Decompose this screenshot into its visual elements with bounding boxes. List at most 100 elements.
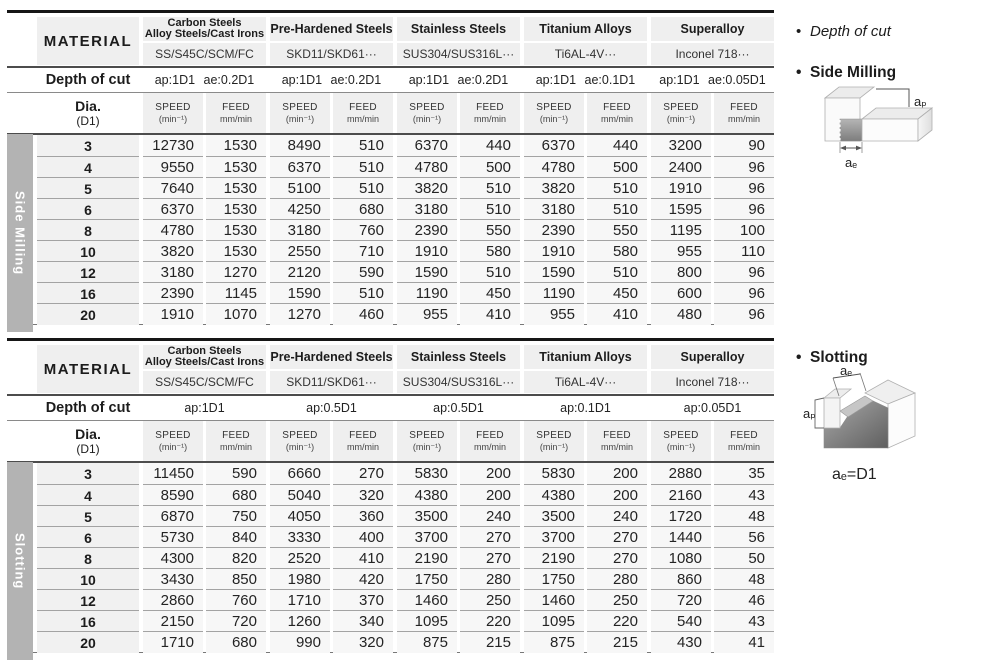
speed-value-cell: 1910 bbox=[143, 303, 203, 325]
feed-value-cell: 250 bbox=[460, 589, 520, 611]
speed-label: SPEED bbox=[155, 101, 191, 113]
speed-value-cell: 1590 bbox=[397, 261, 457, 283]
speed-value-cell: 3330 bbox=[270, 526, 330, 548]
speed-label: SPEED bbox=[409, 429, 445, 441]
feed-value-cell: 1530 bbox=[206, 135, 266, 156]
speed-value-cell: 8490 bbox=[270, 135, 330, 156]
feed-value-cell: 410 bbox=[333, 547, 393, 569]
dia-cell: 20 bbox=[37, 631, 139, 653]
speed-value-cell: 6870 bbox=[143, 505, 203, 527]
feed-value-cell: 510 bbox=[460, 198, 520, 220]
table-row: 4 8590 680 5040 320 4380 200 4380 200 2160 43 bbox=[37, 484, 774, 506]
depth-of-cut-label: Depth of cut bbox=[45, 72, 131, 88]
feed-value-cell: 590 bbox=[206, 463, 266, 484]
speed-value-cell: 6370 bbox=[143, 198, 203, 220]
speed-value-cell: 480 bbox=[651, 303, 711, 325]
speed-unit-label: (min⁻¹) bbox=[285, 441, 315, 452]
feed-value-cell: 340 bbox=[333, 610, 393, 632]
dia-cell: 8 bbox=[37, 219, 139, 241]
feed-value-cell: 43 bbox=[714, 610, 774, 632]
dia-cell: 5 bbox=[37, 177, 139, 199]
depth-row: Depth of cut ap:1D1 ap:0.5D1 ap:0.5D1 ap:0.… bbox=[37, 396, 774, 420]
feed-value-cell: 215 bbox=[587, 631, 647, 653]
material-grade-cell: SS/S45C/SCM/FC bbox=[143, 371, 266, 393]
speed-value-cell: 12730 bbox=[143, 135, 203, 156]
speed-value-cell: 2400 bbox=[651, 156, 711, 178]
cutting-conditions-table-side-milling: MATERIAL Carbon Steels Alloy Steels/Cast … bbox=[7, 10, 774, 332]
speed-value-cell: 1710 bbox=[143, 631, 203, 653]
speed-value-cell: 2390 bbox=[143, 282, 203, 304]
material-name-cell: Stainless Steels bbox=[397, 345, 520, 369]
dia-label: Dia. bbox=[75, 98, 101, 114]
speed-value-cell: 11450 bbox=[143, 463, 203, 484]
speed-value-cell: 1460 bbox=[524, 589, 584, 611]
dia-cell: 3 bbox=[37, 135, 139, 156]
feed-label: FEED bbox=[603, 429, 631, 441]
dia-cell: 10 bbox=[37, 240, 139, 262]
speed-value-cell: 5830 bbox=[524, 463, 584, 484]
feed-value-cell: 680 bbox=[333, 198, 393, 220]
speed-value-cell: 1190 bbox=[524, 282, 584, 304]
feed-value-cell: 360 bbox=[333, 505, 393, 527]
speed-value-cell: 4780 bbox=[397, 156, 457, 178]
speed-value-cell: 2520 bbox=[270, 547, 330, 569]
material-name-cell: Superalloy bbox=[651, 345, 774, 369]
speed-value-cell: 1095 bbox=[397, 610, 457, 632]
feed-value-cell: 750 bbox=[206, 505, 266, 527]
table-row: 3 11450 590 6660 270 5830 200 5830 200 2880 35 bbox=[37, 463, 774, 484]
feed-value-cell: 200 bbox=[587, 463, 647, 484]
feed-unit-label: mm/min bbox=[347, 441, 379, 452]
speed-value-cell: 2120 bbox=[270, 261, 330, 283]
feed-unit-label: mm/min bbox=[220, 113, 252, 124]
speed-value-cell: 3180 bbox=[397, 198, 457, 220]
feed-value-cell: 580 bbox=[587, 240, 647, 262]
speed-value-cell: 6370 bbox=[397, 135, 457, 156]
speed-label: SPEED bbox=[282, 429, 318, 441]
speed-label: SPEED bbox=[663, 429, 699, 441]
feed-value-cell: 90 bbox=[714, 135, 774, 156]
feed-value-cell: 510 bbox=[587, 261, 647, 283]
speed-value-cell: 2550 bbox=[270, 240, 330, 262]
feed-label: FEED bbox=[730, 429, 758, 441]
feed-label: FEED bbox=[349, 429, 377, 441]
speed-value-cell: 1195 bbox=[651, 219, 711, 241]
divider bbox=[7, 92, 774, 93]
feed-value-cell: 370 bbox=[333, 589, 393, 611]
feed-label: FEED bbox=[222, 429, 250, 441]
speed-value-cell: 3820 bbox=[143, 240, 203, 262]
speed-value-cell: 5730 bbox=[143, 526, 203, 548]
speed-value-cell: 5100 bbox=[270, 177, 330, 199]
section-strip-side-milling: Side Milling bbox=[7, 134, 33, 332]
feed-value-cell: 580 bbox=[460, 240, 520, 262]
speed-value-cell: 875 bbox=[524, 631, 584, 653]
material-grade-cell: Inconel 718··· bbox=[651, 43, 774, 65]
speed-value-cell: 600 bbox=[651, 282, 711, 304]
feed-value-cell: 1530 bbox=[206, 240, 266, 262]
speed-value-cell: 3200 bbox=[651, 135, 711, 156]
dia-cell: 6 bbox=[37, 526, 139, 548]
speed-value-cell: 3700 bbox=[397, 526, 457, 548]
speed-value-cell: 3500 bbox=[524, 505, 584, 527]
feed-value-cell: 50 bbox=[714, 547, 774, 569]
speed-value-cell: 4380 bbox=[397, 484, 457, 506]
speed-header-cell: SPEED (min⁻¹) bbox=[651, 421, 711, 461]
speed-value-cell: 540 bbox=[651, 610, 711, 632]
divider bbox=[7, 66, 774, 68]
dia-sublabel: (D1) bbox=[76, 114, 100, 128]
feed-value-cell: 820 bbox=[206, 547, 266, 569]
speed-value-cell: 3500 bbox=[397, 505, 457, 527]
feed-header-cell: FEED mm/min bbox=[587, 93, 647, 133]
table-row: 10 3430 850 1980 420 1750 280 1750 280 860 48 bbox=[37, 568, 774, 590]
feed-value-cell: 110 bbox=[714, 240, 774, 262]
speed-header-cell: SPEED (min⁻¹) bbox=[397, 421, 457, 461]
feed-value-cell: 270 bbox=[333, 463, 393, 484]
feed-value-cell: 460 bbox=[333, 303, 393, 325]
dia-cell: 5 bbox=[37, 505, 139, 527]
feed-header-cell: FEED mm/min bbox=[460, 421, 520, 461]
table-top-rule bbox=[7, 338, 774, 341]
feed-value-cell: 270 bbox=[460, 547, 520, 569]
speed-unit-label: (min⁻¹) bbox=[412, 113, 442, 124]
feed-value-cell: 41 bbox=[714, 631, 774, 653]
feed-label: FEED bbox=[603, 101, 631, 113]
bullet-icon: • bbox=[796, 349, 802, 366]
